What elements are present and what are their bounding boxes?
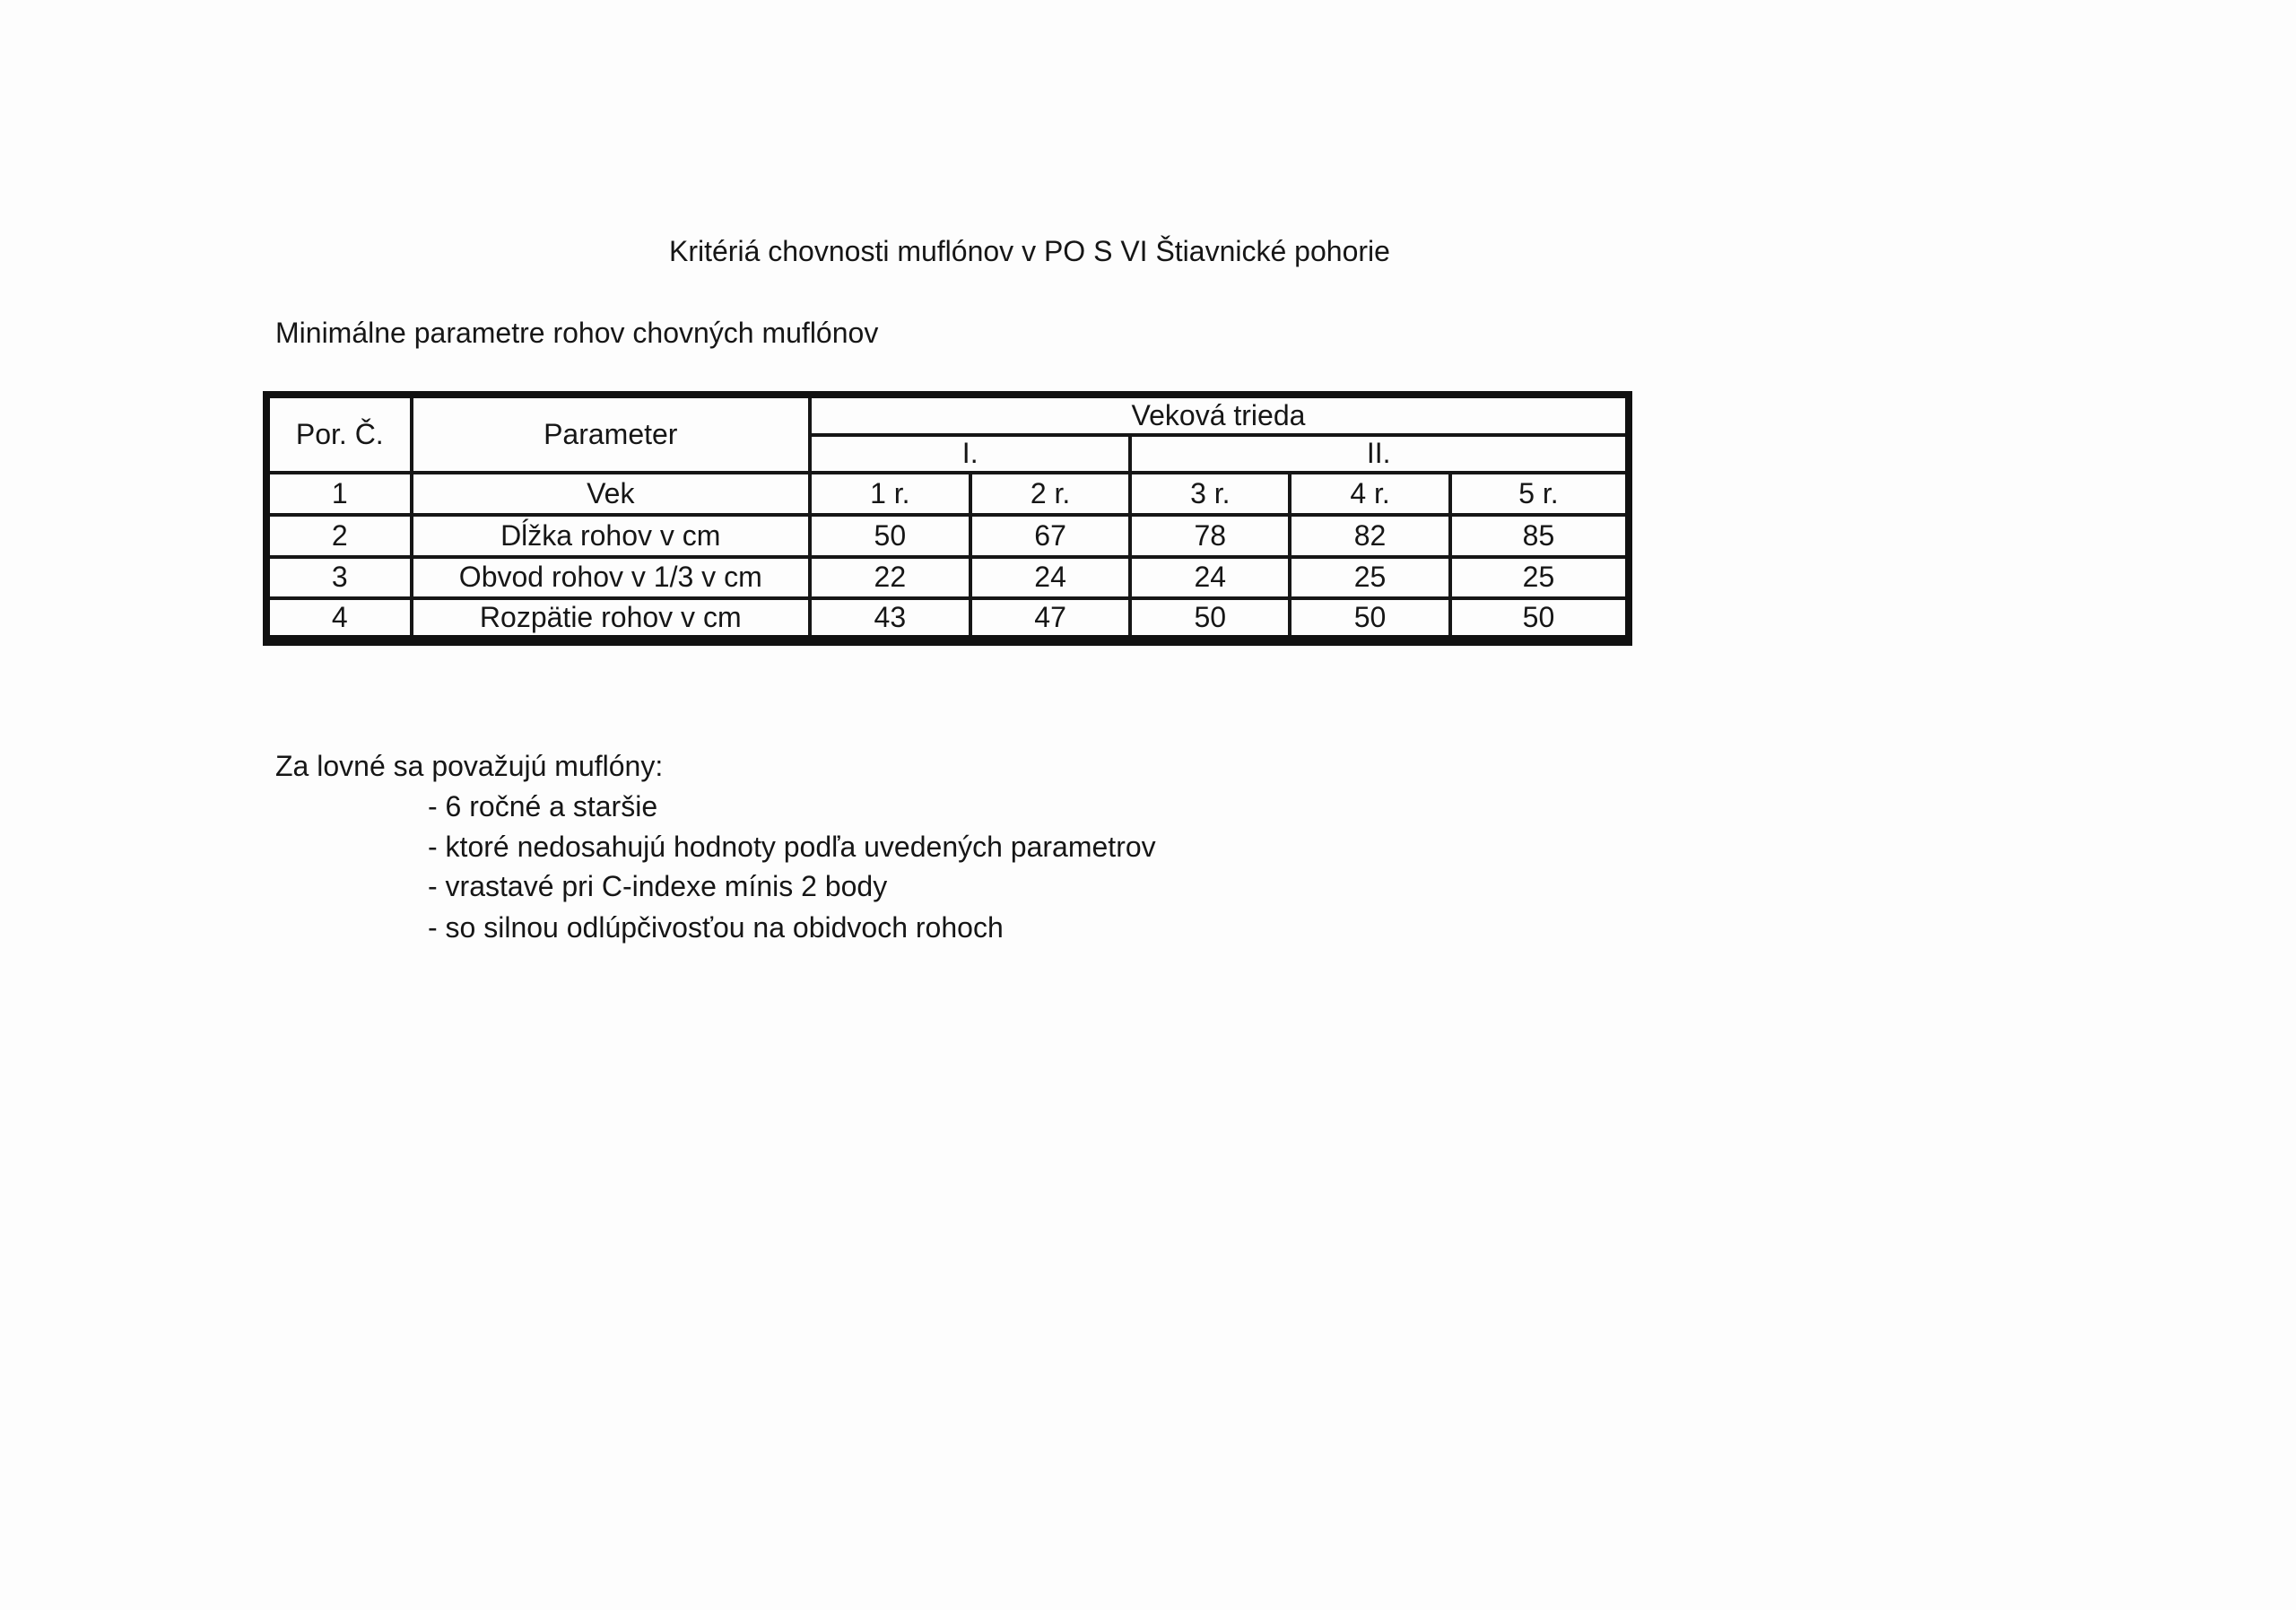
note-item: - 6 ročné a staršie (428, 790, 658, 822)
criteria-table-wrapper: Por. Č. Parameter Veková trieda I. II. 1… (263, 391, 1632, 646)
parameter-cell: Rozpätie rohov v cm (409, 596, 812, 646)
note-item: - vrastavé pri C-indexe mínis 2 body (428, 870, 888, 902)
value-cell: 85 (1448, 512, 1631, 559)
value-cell: 22 (807, 554, 972, 601)
value-cell: 25 (1288, 554, 1452, 601)
value-cell: 1 r. (807, 471, 972, 517)
header-row-class-split: I. II. (266, 432, 1631, 475)
parameter-cell: Vek (409, 471, 812, 517)
value-cell: 24 (1128, 554, 1292, 601)
header-class-one: I. (807, 432, 1133, 475)
parameter-cell: Obvod rohov v 1/3 v cm (409, 554, 812, 601)
value-cell: 50 (1288, 596, 1452, 646)
value-cell: 5 r. (1448, 471, 1631, 517)
value-cell: 50 (1128, 596, 1292, 646)
value-cell: 67 (968, 512, 1133, 559)
value-cell: 47 (968, 596, 1133, 646)
row-number-cell: 4 (265, 596, 413, 646)
note-item: - so silnou odlúpčivosťou na obidvoch ro… (428, 911, 1004, 944)
col-header-parameter: Parameter (409, 392, 812, 475)
parameter-cell: Dĺžka rohov v cm (409, 512, 812, 559)
row-number-cell: 2 (265, 512, 413, 559)
value-cell: 24 (968, 554, 1133, 601)
value-cell: 43 (807, 596, 972, 646)
document-subtitle: Minimálne parametre rohov chovných mufló… (275, 317, 879, 349)
table-row: 2 Dĺžka rohov v cm 50 67 78 82 85 (265, 512, 1631, 559)
table-row: 4 Rozpätie rohov v cm 43 47 50 50 50 (265, 596, 1631, 646)
value-cell: 78 (1128, 512, 1292, 559)
header-class-two: II. (1128, 432, 1631, 475)
document-title: Kritériá chovnosti muflónov v PO S VI Št… (669, 235, 1390, 267)
note-item: - ktoré nedosahujú hodnoty podľa uvedený… (428, 831, 1156, 863)
row-number-cell: 1 (265, 471, 413, 517)
value-cell: 50 (807, 512, 972, 559)
header-row-age-class: Por. Č. Parameter Veková trieda (265, 392, 1631, 475)
value-cell: 2 r. (968, 471, 1133, 517)
value-cell: 50 (1448, 596, 1631, 646)
value-cell: 4 r. (1288, 471, 1452, 517)
table-row: 3 Obvod rohov v 1/3 v cm 22 24 24 25 25 (265, 554, 1631, 601)
value-cell: 82 (1288, 512, 1452, 559)
value-cell: 25 (1448, 554, 1631, 601)
criteria-table: Por. Č. Parameter Veková trieda I. II. 1… (263, 391, 1632, 646)
header-age-class: Veková trieda (807, 393, 1631, 437)
col-header-por-c: Por. Č. (265, 392, 413, 475)
table-row: 1 Vek 1 r. 2 r. 3 r. 4 r. 5 r. (265, 471, 1631, 517)
row-number-cell: 3 (265, 554, 413, 601)
value-cell: 3 r. (1128, 471, 1292, 517)
notes-intro: Za lovné sa považujú muflóny: (275, 750, 664, 782)
